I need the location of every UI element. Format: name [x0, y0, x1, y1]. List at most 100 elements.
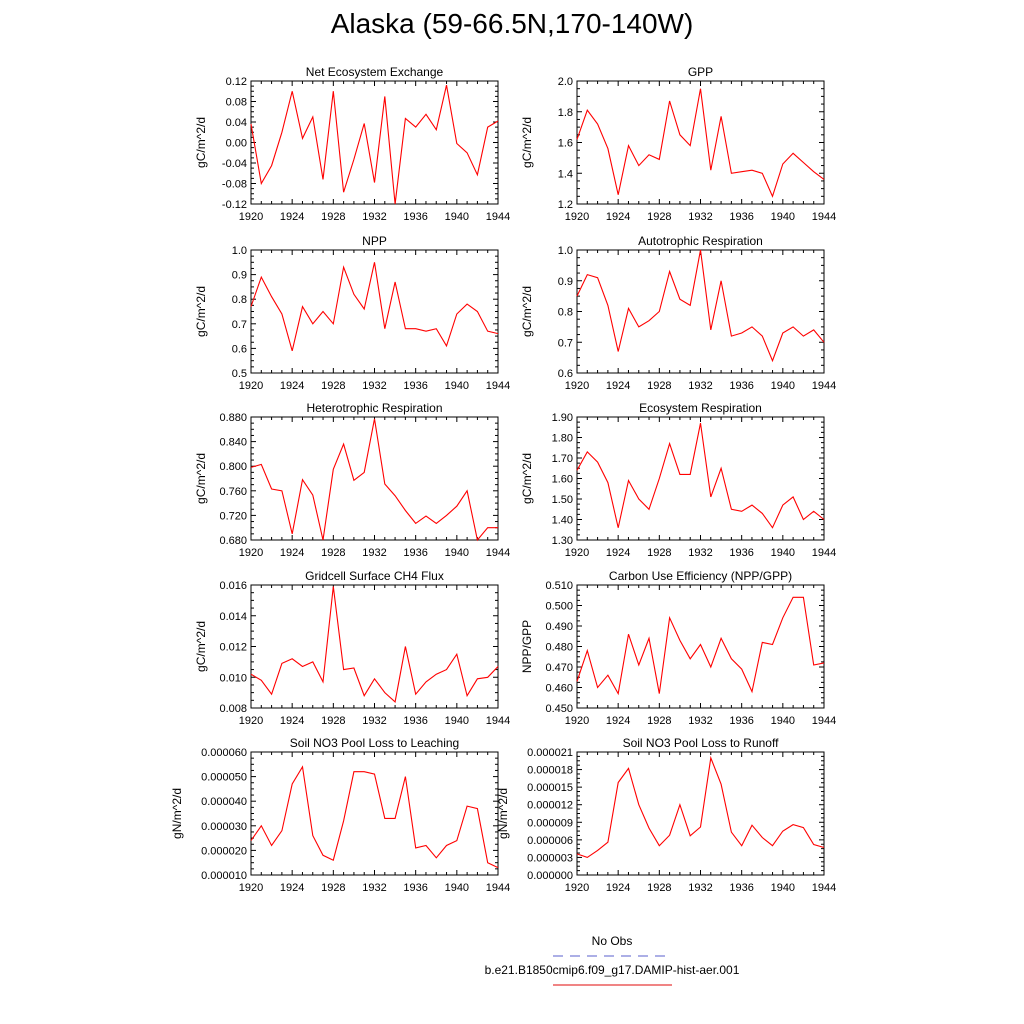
- plot-frame: [576, 416, 825, 541]
- x-tick-label: 1936: [403, 380, 427, 392]
- y-tick-label: 0.08: [226, 97, 247, 109]
- y-tick-label: 0.000000: [527, 870, 573, 882]
- y-tick-label: 0.000003: [527, 852, 573, 864]
- y-axis-label: gC/m^2/d: [194, 286, 208, 337]
- x-tick-label: 1936: [729, 211, 753, 223]
- chart-panel-4: Autotrophic Respiration 1920 1924 1928 1932 1…: [520, 234, 836, 392]
- y-tick-label: -0.08: [222, 179, 247, 191]
- y-tick-label: 0.510: [545, 580, 573, 592]
- x-tick-label: 1928: [321, 380, 345, 392]
- x-tick-label: 1940: [445, 380, 469, 392]
- y-tick-label: 0.7: [232, 319, 247, 331]
- series-line-1: [576, 596, 825, 696]
- y-tick-label: 0.6: [558, 368, 573, 380]
- x-tick-label: 1928: [321, 882, 345, 894]
- y-axis-label: NPP/GPP: [520, 620, 534, 673]
- x-tick-label: 1924: [606, 380, 630, 392]
- y-tick-label: 0.470: [545, 662, 573, 674]
- y-tick-label: 0.00: [226, 138, 247, 150]
- y-tick-label: 0.840: [219, 437, 247, 449]
- plot-frame: [576, 249, 825, 374]
- y-tick-label: -0.04: [222, 158, 247, 170]
- y-tick-label: 0.008: [219, 703, 247, 715]
- y-tick-label: 0.480: [545, 642, 573, 654]
- x-tick-label: 1932: [688, 715, 712, 727]
- y-tick-label: 1.6: [558, 138, 573, 150]
- y-tick-label: 0.000009: [527, 817, 573, 829]
- x-tick-label: 1932: [688, 380, 712, 392]
- x-tick-label: 1944: [812, 547, 836, 559]
- y-tick-label: 0.014: [219, 611, 247, 623]
- series-line-1: [250, 84, 499, 205]
- chart-panel-1: Net Ecosystem Exchange 1920 1924 1928 1932 19…: [194, 65, 510, 223]
- plot-frame: [250, 584, 499, 709]
- y-tick-label: 0.000040: [201, 796, 247, 808]
- y-tick-label: 1.60: [552, 474, 573, 486]
- x-tick-label: 1924: [606, 715, 630, 727]
- y-tick-label: 1.0: [232, 245, 247, 257]
- x-tick-label: 1928: [647, 211, 671, 223]
- y-tick-label: 0.04: [226, 117, 247, 129]
- x-tick-label: 1924: [280, 380, 304, 392]
- x-tick-label: 1920: [239, 380, 263, 392]
- x-tick-label: 1920: [239, 211, 263, 223]
- panel-title: GPP: [688, 65, 713, 79]
- y-tick-label: 0.450: [545, 703, 573, 715]
- chart-panel-7: Gridcell Surface CH4 Flux 1920 1924 1928 193…: [194, 569, 510, 727]
- x-tick-label: 1920: [565, 715, 589, 727]
- x-tick-label: 1940: [445, 882, 469, 894]
- y-tick-label: 0.5: [232, 368, 247, 380]
- y-tick-label: 0.500: [545, 601, 573, 613]
- x-tick-label: 1932: [688, 882, 712, 894]
- x-tick-label: 1920: [239, 715, 263, 727]
- chart-panel-5: Heterotrophic Respiration 1920 1924 1928 193…: [194, 401, 510, 559]
- y-tick-label: 1.30: [552, 535, 573, 547]
- y-tick-label: 0.760: [219, 486, 247, 498]
- y-tick-label: -0.12: [222, 199, 247, 211]
- x-tick-label: 1940: [771, 380, 795, 392]
- y-tick-label: 0.000015: [527, 782, 573, 794]
- x-tick-label: 1928: [321, 547, 345, 559]
- x-tick-label: 1920: [565, 211, 589, 223]
- panel-title: Soil NO3 Pool Loss to Runoff: [623, 736, 780, 750]
- plot-frame: [250, 751, 499, 876]
- y-tick-label: 1.0: [558, 245, 573, 257]
- y-tick-label: 0.6: [232, 343, 247, 355]
- plot-frame: [250, 249, 499, 374]
- x-tick-label: 1944: [812, 211, 836, 223]
- x-tick-label: 1928: [647, 380, 671, 392]
- x-tick-label: 1940: [771, 211, 795, 223]
- y-axis-label: gN/m^2/d: [170, 788, 184, 839]
- panel-title: Ecosystem Respiration: [639, 401, 762, 415]
- x-tick-label: 1940: [771, 715, 795, 727]
- y-tick-label: 0.000010: [201, 870, 247, 882]
- series-line-1: [576, 755, 825, 859]
- x-tick-label: 1940: [445, 547, 469, 559]
- x-tick-label: 1928: [647, 715, 671, 727]
- series-line-1: [250, 586, 499, 703]
- panel-title: Soil NO3 Pool Loss to Leaching: [290, 736, 459, 750]
- y-tick-label: 0.012: [219, 642, 247, 654]
- y-tick-label: 1.90: [552, 412, 573, 424]
- chart-panel-9: Soil NO3 Pool Loss to Leaching 1920 1924 19…: [170, 736, 510, 894]
- x-tick-label: 1944: [486, 547, 510, 559]
- chart-panel-8: Carbon Use Efficiency (NPP/GPP) 1920 1924 1…: [520, 569, 836, 727]
- x-tick-label: 1944: [486, 380, 510, 392]
- y-axis-label: gC/m^2/d: [520, 286, 534, 337]
- y-tick-label: 0.9: [232, 270, 247, 282]
- x-tick-label: 1944: [486, 882, 510, 894]
- plot-frame: [576, 751, 825, 876]
- x-tick-label: 1924: [280, 211, 304, 223]
- plot-frame: [576, 80, 825, 205]
- x-tick-label: 1944: [486, 715, 510, 727]
- x-tick-label: 1932: [688, 211, 712, 223]
- y-tick-label: 0.9: [558, 276, 573, 288]
- x-tick-label: 1924: [606, 211, 630, 223]
- x-tick-label: 1944: [812, 715, 836, 727]
- legend-label-no-obs: No Obs: [592, 934, 633, 948]
- x-tick-label: 1936: [403, 547, 427, 559]
- series-line-1: [250, 765, 499, 869]
- series-line-1: [576, 249, 825, 363]
